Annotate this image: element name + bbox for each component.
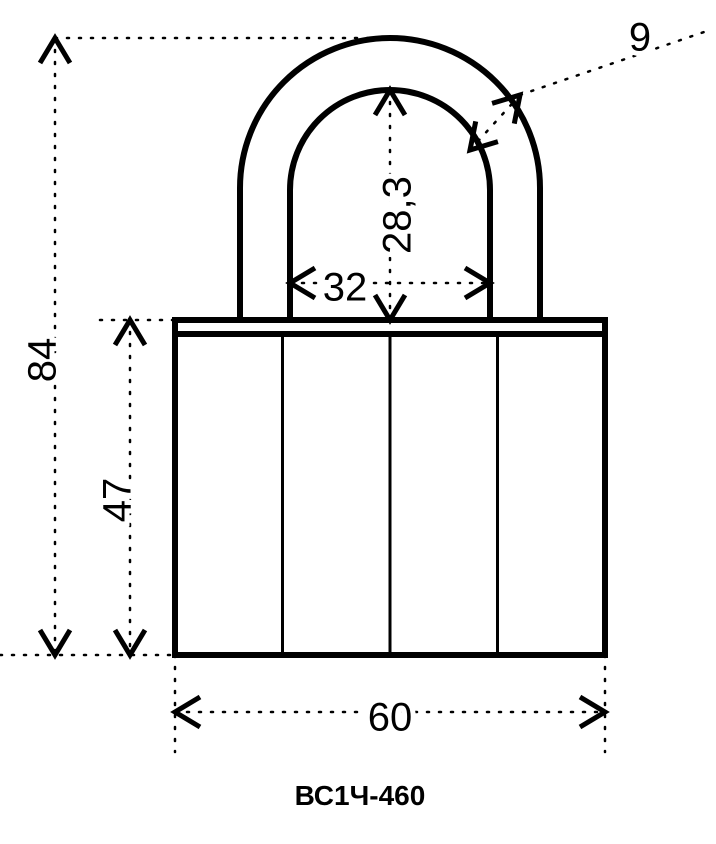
dim-label-h47: 47 [96, 478, 140, 523]
dim-label-r283: 28,3 [376, 176, 420, 254]
dim-line-9 [470, 95, 520, 150]
dim-label-w60: 60 [368, 696, 413, 740]
model-label: ВС1Ч-460 [295, 780, 426, 811]
dim-label-t9: 9 [629, 16, 651, 60]
dim-leader-9 [520, 30, 710, 95]
padlock-technical-drawing: 848447476060323228,328,399ВС1Ч-460 [0, 0, 716, 844]
dim-label-h84: 84 [21, 338, 65, 383]
dim-label-w32: 32 [323, 266, 368, 310]
